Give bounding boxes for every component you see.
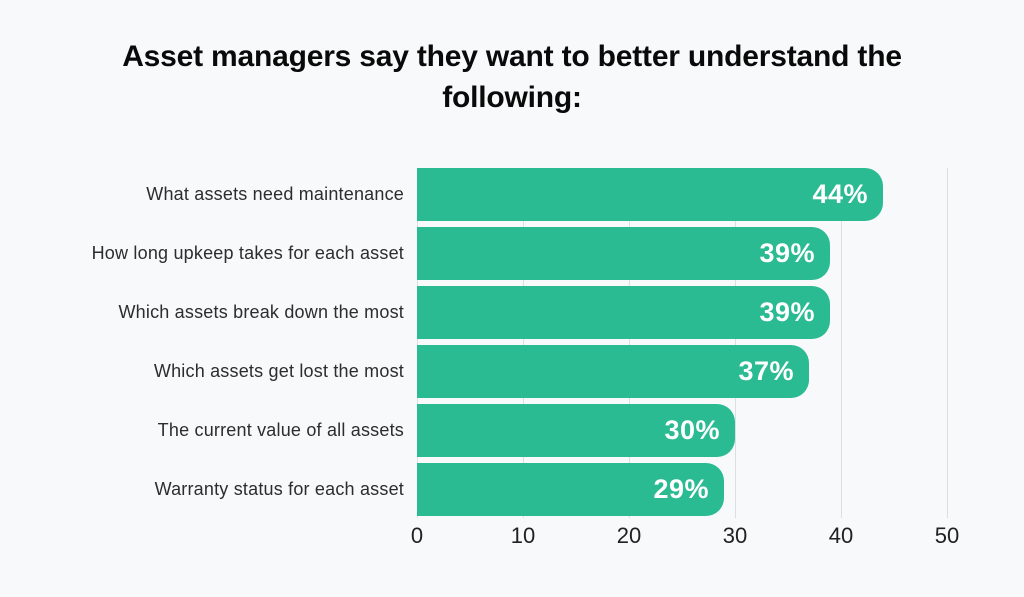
- bar-value-label: 37%: [738, 356, 794, 386]
- category-label: How long upkeep takes for each asset: [91, 243, 404, 263]
- bar: 30%: [417, 404, 735, 457]
- x-axis-tick-label: 10: [510, 523, 536, 548]
- bar: 39%: [417, 286, 830, 339]
- gridline-0: [417, 168, 418, 518]
- gridline-30: [735, 168, 736, 518]
- chart-title: Asset managers say they want to better u…: [122, 40, 902, 114]
- bar-value-label: 39%: [759, 297, 815, 327]
- category-label: Which assets get lost the most: [153, 361, 404, 381]
- category-label: The current value of all assets: [157, 420, 404, 440]
- category-label: Warranty status for each asset: [154, 479, 404, 499]
- gridline-50: [947, 168, 948, 518]
- bar: 37%: [417, 345, 809, 398]
- x-axis-tick-label: 0: [410, 523, 424, 548]
- gridline-20: [629, 168, 630, 518]
- bar-value-label: 44%: [812, 179, 868, 209]
- gridline-40: [841, 168, 842, 518]
- x-axis-tick-label: 50: [934, 523, 960, 548]
- gridline-10: [523, 168, 524, 518]
- category-label: Which assets break down the most: [118, 302, 404, 322]
- x-axis-tick-label: 40: [828, 523, 854, 548]
- bar-value-label: 29%: [653, 474, 709, 504]
- category-label: What assets need maintenance: [146, 184, 404, 204]
- x-axis-tick-label: 30: [722, 523, 748, 548]
- x-axis-tick-label: 20: [616, 523, 642, 548]
- bar: 44%: [417, 168, 883, 221]
- bar: 39%: [417, 227, 830, 280]
- bar-value-label: 39%: [759, 238, 815, 268]
- bar: 29%: [417, 463, 724, 516]
- bar-value-label: 30%: [664, 415, 720, 445]
